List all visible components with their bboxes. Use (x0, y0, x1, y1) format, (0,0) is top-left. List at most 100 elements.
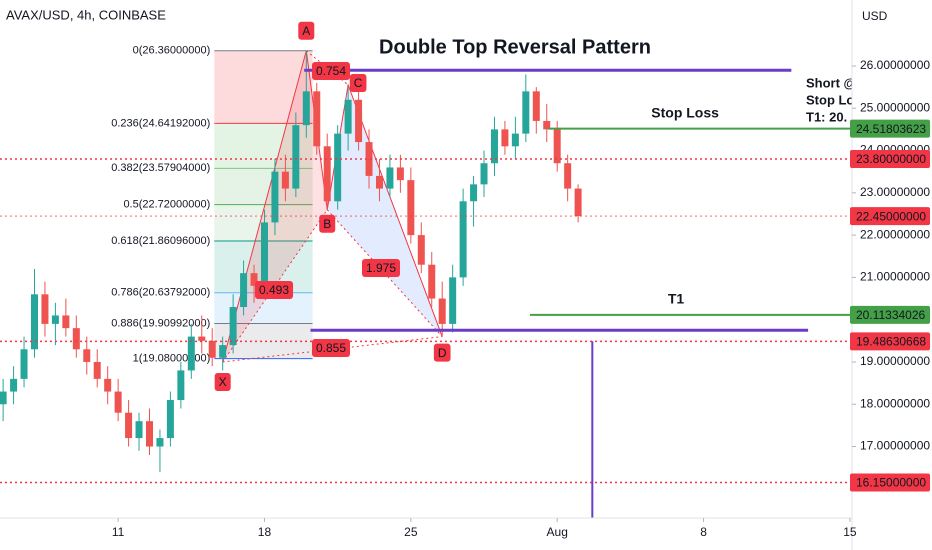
candle-body (428, 264, 436, 299)
y-tick-label: 19.00000000 (860, 354, 930, 368)
y-tick-label: 23.00000000 (860, 185, 930, 199)
ratio-label: 0.493 (254, 281, 294, 299)
ratio-label-text: 0.754 (316, 64, 346, 78)
ratio-label: 1.975 (361, 259, 401, 277)
point-label-text: C (354, 76, 363, 90)
candle-body (240, 273, 248, 307)
y-tick-label: 18.00000000 (860, 396, 930, 410)
ratio-label-text: 1.975 (366, 261, 396, 275)
candle-body (396, 167, 404, 181)
candle-body (104, 378, 112, 392)
fib-label: 0.5(22.72000000) (123, 199, 210, 211)
candle-body (145, 421, 153, 447)
candle-body (271, 171, 279, 223)
note: T1: 20. (806, 109, 847, 124)
candle-body (41, 294, 49, 324)
candle-body (407, 180, 415, 236)
price-tag-label: 16.15000000 (856, 476, 926, 490)
x-tick-label: 11 (112, 525, 125, 539)
y-tick-label: 17.00000000 (860, 439, 930, 453)
point-label-text: X (219, 375, 227, 389)
ratio-label-box (361, 259, 401, 277)
candle-body (208, 340, 216, 358)
candle-body (480, 163, 488, 185)
candle-body (166, 400, 174, 439)
price-tag (850, 119, 930, 138)
candle-body (470, 184, 478, 202)
candle-body (564, 163, 572, 189)
point-label-text: B (323, 217, 331, 231)
ratio-label-box (254, 281, 294, 299)
price-tag-label: 19.48630668 (856, 335, 926, 349)
price-tag-label: 22.45000000 (856, 209, 926, 223)
chart-subtitle: AVAX/USD, 4h, COINBASE (6, 7, 166, 22)
candle-body (260, 222, 268, 286)
candle-body (302, 91, 310, 126)
price-tag (850, 305, 930, 324)
candle-body (543, 120, 551, 130)
y-axis-panel (852, 0, 932, 550)
point-label: D (433, 343, 451, 362)
price-tag (850, 149, 930, 168)
level-name: T1 (668, 291, 685, 307)
x-tick-label: 15 (843, 525, 857, 539)
candle-body (449, 277, 457, 324)
price-tag-label: 24.51803623 (856, 122, 926, 136)
y-tick-label: 21.00000000 (860, 270, 930, 284)
candle-body (125, 412, 133, 439)
candle-body (365, 142, 373, 176)
candle-body (156, 438, 164, 447)
candle-body (490, 129, 498, 164)
candle-body (417, 235, 425, 265)
candle-body (72, 328, 80, 350)
point-label: B (319, 214, 336, 233)
y-axis-label: USD (862, 9, 888, 23)
point-label-box (433, 343, 451, 362)
candle-body (10, 378, 18, 392)
ratio-label-box (311, 339, 351, 357)
harmonic-bcd (327, 84, 443, 337)
price-tag-label: 20.11334026 (856, 308, 926, 322)
candle-body (250, 273, 258, 286)
fib-label: 1(19.08000000) (133, 352, 211, 364)
note: Stop Lo (806, 92, 854, 107)
ratio-label: 0.754 (311, 62, 351, 80)
ratio-label: 0.855 (311, 339, 351, 357)
candle-body (355, 99, 363, 143)
ratio-label-text: 0.855 (316, 341, 346, 355)
candle-body (501, 129, 509, 147)
y-tick-label: 25.00000000 (860, 100, 930, 114)
point-label-box (214, 372, 231, 391)
fib-label: 0.382(23.57904000) (111, 162, 210, 174)
candle-body (229, 306, 237, 346)
price-tag (850, 207, 930, 226)
point-label-text: A (302, 24, 310, 38)
candle-body (532, 91, 540, 121)
candle-body (114, 391, 122, 413)
point-label: C (349, 73, 367, 92)
candle-body (511, 133, 519, 147)
candle-body (313, 91, 321, 147)
candle-body (51, 315, 59, 324)
point-label: A (298, 21, 315, 40)
candle-body (198, 336, 206, 341)
level-name: Stop Loss (651, 104, 719, 120)
candle-body (62, 315, 70, 329)
x-tick-label: 25 (404, 525, 418, 539)
price-tag-label: 23.80000000 (856, 152, 926, 166)
candle-body (459, 201, 467, 278)
candle-body (20, 349, 28, 379)
candle-body (334, 133, 342, 202)
candle-body (292, 125, 300, 189)
ratio-label-box (311, 62, 351, 80)
candle-body (323, 146, 331, 202)
harmonic-leg (222, 209, 328, 363)
x-axis-panel (0, 518, 852, 550)
candle-body (375, 175, 383, 189)
candle-body (522, 91, 530, 134)
point-label-box (349, 73, 367, 92)
point-label-text: D (438, 346, 447, 360)
x-tick-label: 8 (700, 525, 707, 539)
candle-body (574, 188, 582, 217)
candle-body (553, 129, 561, 164)
